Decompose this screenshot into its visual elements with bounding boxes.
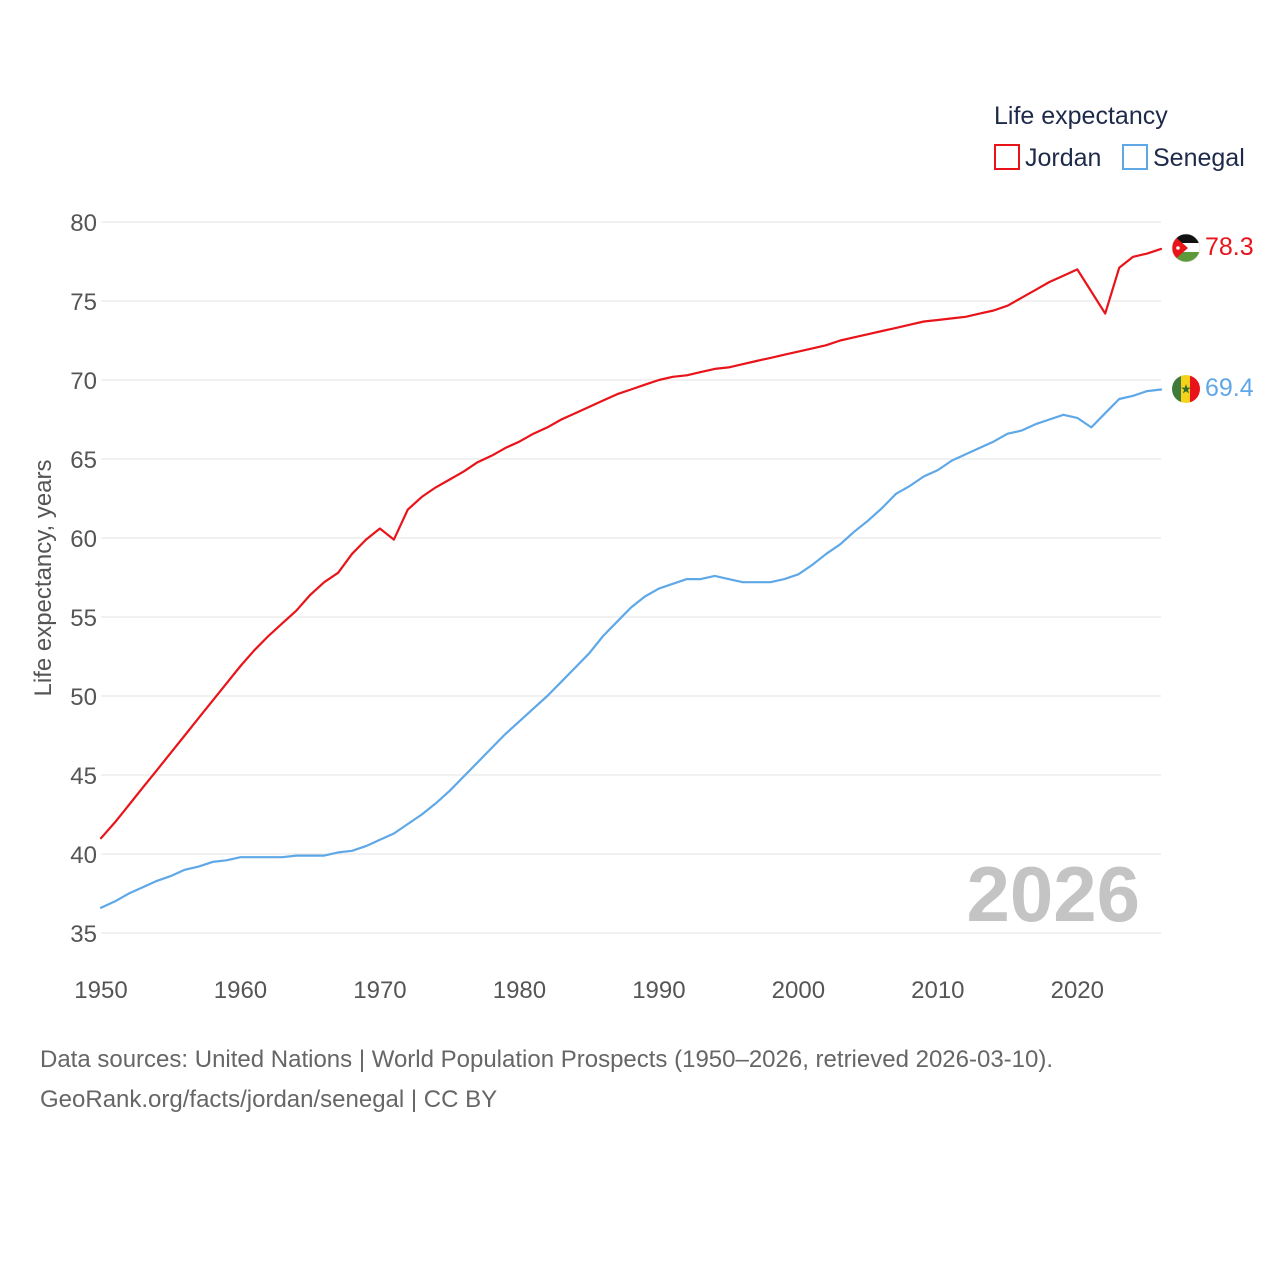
- y-tick-label-40: 40: [70, 842, 97, 869]
- y-tick-label-50: 50: [70, 684, 97, 711]
- y-tick-label-80: 80: [70, 210, 97, 237]
- x-tick-label-1990: 1990: [632, 977, 685, 1004]
- jordan-flag-icon: [1172, 234, 1200, 262]
- legend-title: Life expectancy: [994, 102, 1168, 130]
- legend: Life expectancy Jordan Senegal: [994, 102, 1245, 172]
- legend-swatch-senegal: [1122, 144, 1148, 170]
- y-tick-label-75: 75: [70, 289, 97, 316]
- x-tick-label-2020: 2020: [1051, 977, 1104, 1004]
- series-line-senegal: [99, 388, 1163, 909]
- end-label-jordan: 78.3: [1205, 233, 1254, 261]
- end-label-senegal: 69.4: [1205, 374, 1254, 402]
- x-tick-label-1970: 1970: [353, 977, 406, 1004]
- jordan-flag-outline: [1171, 233, 1201, 263]
- x-tick-label-1980: 1980: [493, 977, 546, 1004]
- grid-lines: [101, 221, 1161, 934]
- series-line-jordan: [99, 247, 1163, 840]
- year-watermark: 2026: [966, 850, 1140, 938]
- x-tick-label-1960: 1960: [214, 977, 267, 1004]
- footer-sources: Data sources: United Nations | World Pop…: [40, 1046, 1054, 1073]
- y-tick-label-35: 35: [70, 921, 97, 948]
- y-tick-label-60: 60: [70, 526, 97, 553]
- y-tick-label-55: 55: [70, 605, 97, 632]
- footer-attribution: GeoRank.org/facts/jordan/senegal | CC BY: [40, 1086, 498, 1113]
- y-axis-label: Life expectancy, years: [30, 459, 57, 696]
- x-tick-label-2010: 2010: [911, 977, 964, 1004]
- y-axis-ticks: 35 40 45 50 55 60 65 70 75 80: [70, 210, 97, 948]
- y-tick-label-65: 65: [70, 447, 97, 474]
- series-lines: [99, 247, 1163, 909]
- x-tick-label-2000: 2000: [772, 977, 825, 1004]
- legend-swatch-jordan: [994, 144, 1020, 170]
- x-tick-label-1950: 1950: [74, 977, 127, 1004]
- y-tick-label-45: 45: [70, 763, 97, 790]
- legend-label-jordan: Jordan: [1025, 144, 1101, 172]
- legend-label-senegal: Senegal: [1153, 144, 1245, 172]
- y-tick-label-70: 70: [70, 368, 97, 395]
- senegal-flag-icon: [1172, 375, 1200, 403]
- x-axis-ticks: 1950 1960 1970 1980 1990 2000 2010 2020: [74, 977, 1104, 1004]
